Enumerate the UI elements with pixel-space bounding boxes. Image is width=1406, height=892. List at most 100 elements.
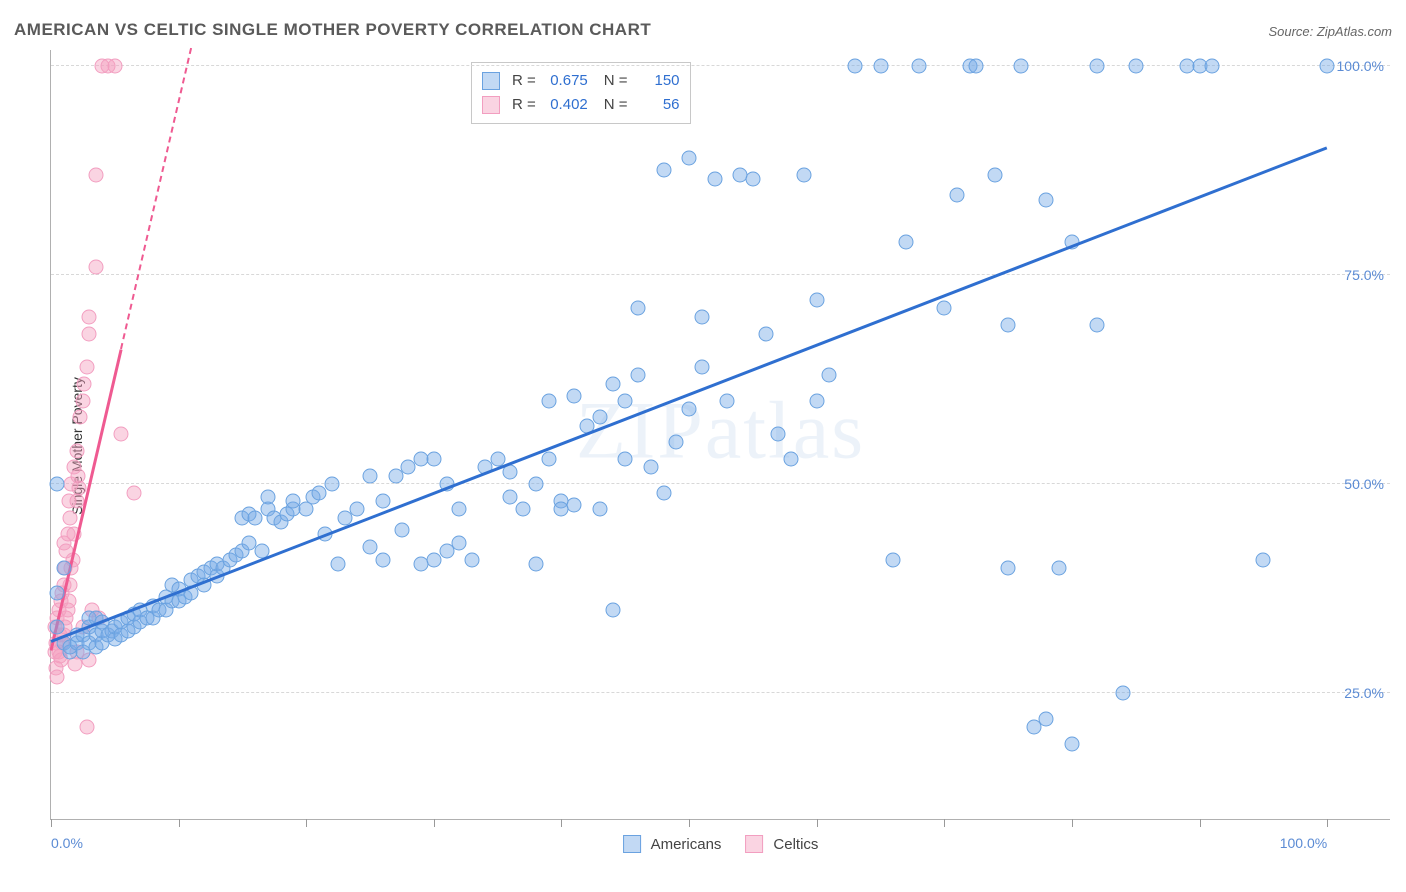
data-point-americans <box>631 368 646 383</box>
data-point-americans <box>605 376 620 391</box>
data-point-celtics <box>79 360 94 375</box>
data-point-americans <box>56 560 71 575</box>
y-tick-label: 25.0% <box>1344 685 1384 701</box>
data-point-americans <box>796 167 811 182</box>
chart-title: AMERICAN VS CELTIC SINGLE MOTHER POVERTY… <box>14 20 651 40</box>
data-point-americans <box>363 540 378 555</box>
data-point-americans <box>1001 560 1016 575</box>
x-tick <box>434 819 435 827</box>
data-point-americans <box>324 477 339 492</box>
data-point-americans <box>899 234 914 249</box>
x-tick <box>306 819 307 827</box>
data-point-americans <box>758 326 773 341</box>
data-point-americans <box>452 535 467 550</box>
data-point-americans <box>1320 58 1335 73</box>
data-point-americans <box>643 460 658 475</box>
gridline-h <box>51 274 1390 275</box>
stat-n-americans: 150 <box>636 69 680 93</box>
data-point-americans <box>350 502 365 517</box>
data-point-celtics <box>73 410 88 425</box>
source-credit: Source: ZipAtlas.com <box>1268 24 1392 39</box>
x-tick <box>179 819 180 827</box>
data-point-americans <box>784 452 799 467</box>
data-point-americans <box>50 619 65 634</box>
data-point-celtics <box>126 485 141 500</box>
data-point-americans <box>669 435 684 450</box>
data-point-americans <box>1001 318 1016 333</box>
data-point-americans <box>567 498 582 513</box>
data-point-americans <box>809 293 824 308</box>
data-point-celtics <box>63 510 78 525</box>
x-tick <box>561 819 562 827</box>
stat-n-celtics: 56 <box>636 93 680 117</box>
data-point-americans <box>452 502 467 517</box>
gridline-h <box>51 483 1390 484</box>
data-point-americans <box>873 58 888 73</box>
data-point-americans <box>1039 711 1054 726</box>
data-point-americans <box>331 556 346 571</box>
stat-key-n: N = <box>604 69 628 93</box>
y-tick-label: 75.0% <box>1344 267 1384 283</box>
data-point-americans <box>656 485 671 500</box>
data-point-americans <box>592 410 607 425</box>
data-point-celtics <box>88 259 103 274</box>
data-point-americans <box>1052 560 1067 575</box>
data-point-americans <box>567 389 582 404</box>
data-point-celtics <box>75 393 90 408</box>
data-point-americans <box>1128 58 1143 73</box>
data-point-americans <box>375 493 390 508</box>
data-point-americans <box>1090 318 1105 333</box>
data-point-americans <box>363 468 378 483</box>
y-tick-label: 50.0% <box>1344 476 1384 492</box>
data-point-americans <box>848 58 863 73</box>
trendline-americans <box>50 147 1327 644</box>
data-point-americans <box>465 552 480 567</box>
trendline-celtics-dash <box>120 48 192 350</box>
data-point-americans <box>1039 192 1054 207</box>
data-point-celtics <box>79 719 94 734</box>
data-point-americans <box>426 452 441 467</box>
data-point-americans <box>682 401 697 416</box>
bottom-legend: Americans Celtics <box>623 835 819 853</box>
x-tick-label: 0.0% <box>51 835 83 851</box>
x-tick <box>1327 819 1328 827</box>
legend-label-celtics: Celtics <box>773 836 818 853</box>
x-tick <box>817 819 818 827</box>
scatter-chart: ZIPatlas R = 0.675 N = 150 R = 0.402 N =… <box>50 50 1390 820</box>
swatch-americans <box>623 835 641 853</box>
data-point-americans <box>605 602 620 617</box>
data-point-americans <box>707 171 722 186</box>
x-tick-label: 100.0% <box>1280 835 1327 851</box>
data-point-americans <box>950 188 965 203</box>
data-point-celtics <box>114 427 129 442</box>
data-point-americans <box>1064 736 1079 751</box>
stat-r-celtics: 0.402 <box>544 93 588 117</box>
data-point-celtics <box>82 309 97 324</box>
x-tick <box>944 819 945 827</box>
legend-label-americans: Americans <box>651 836 722 853</box>
data-point-americans <box>656 163 671 178</box>
data-point-celtics <box>77 376 92 391</box>
data-point-americans <box>503 489 518 504</box>
data-point-celtics <box>88 167 103 182</box>
data-point-americans <box>516 502 531 517</box>
swatch-celtics <box>745 835 763 853</box>
y-tick-label: 100.0% <box>1337 58 1384 74</box>
data-point-americans <box>1256 552 1271 567</box>
data-point-americans <box>50 586 65 601</box>
gridline-h <box>51 692 1390 693</box>
x-tick <box>1200 819 1201 827</box>
data-point-americans <box>541 452 556 467</box>
data-point-americans <box>988 167 1003 182</box>
data-point-celtics <box>69 443 84 458</box>
data-point-americans <box>969 58 984 73</box>
stat-key-r: R = <box>512 69 536 93</box>
data-point-americans <box>528 477 543 492</box>
x-tick <box>51 819 52 827</box>
data-point-americans <box>50 477 65 492</box>
data-point-americans <box>1090 58 1105 73</box>
data-point-americans <box>394 523 409 538</box>
data-point-americans <box>1013 58 1028 73</box>
data-point-americans <box>771 427 786 442</box>
data-point-celtics <box>82 326 97 341</box>
